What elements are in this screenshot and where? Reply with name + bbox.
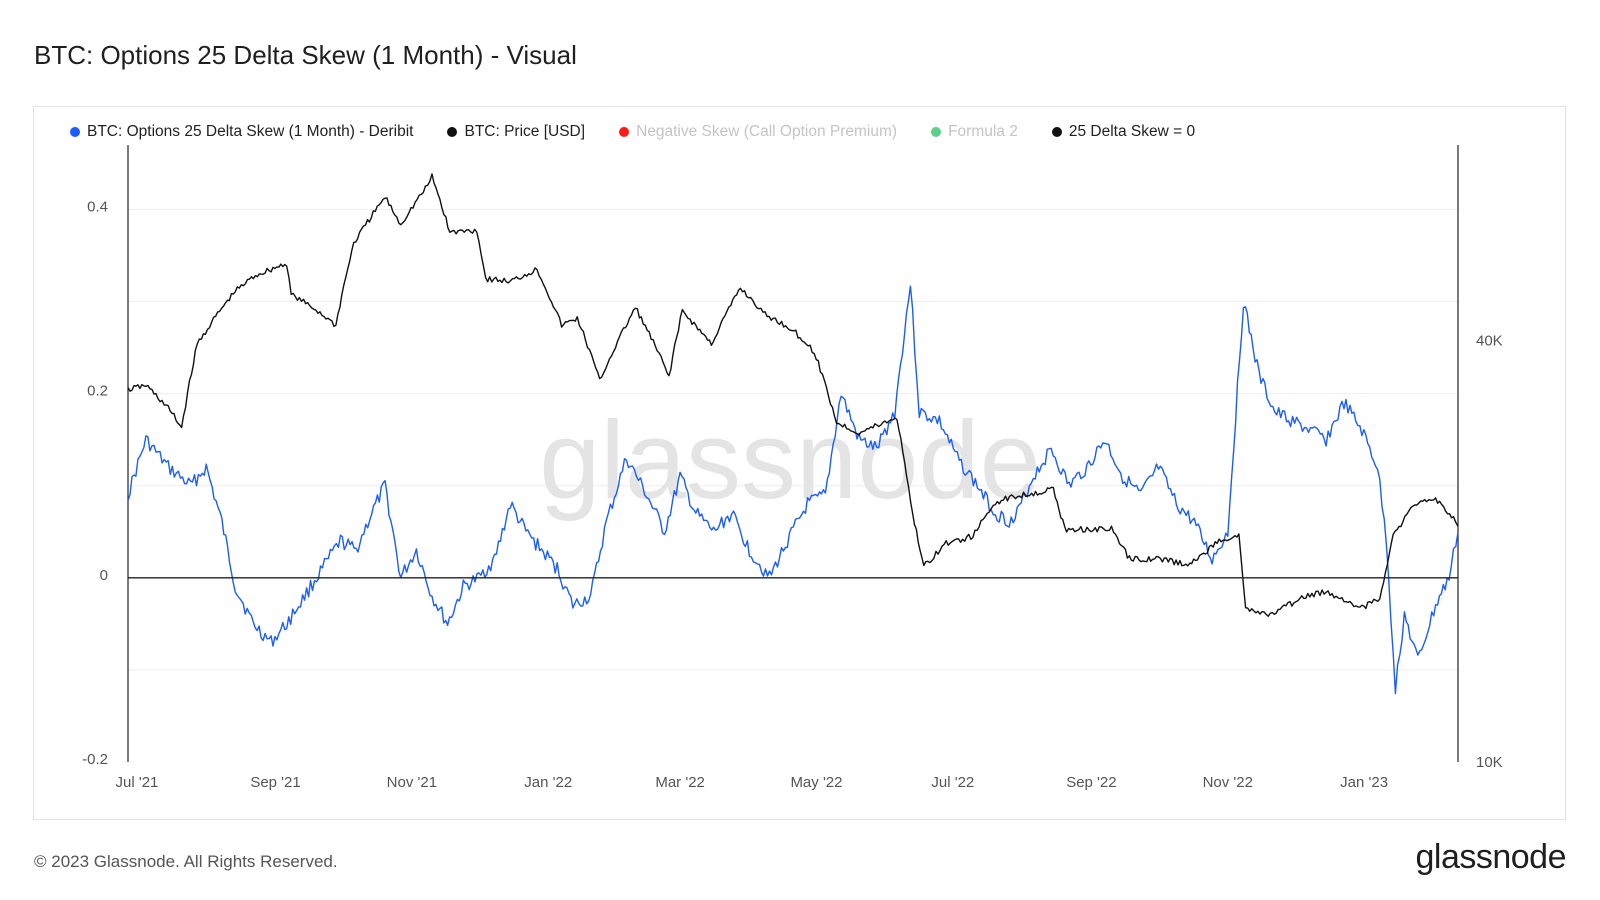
x-axis-tick-label: Jul '21 — [115, 774, 158, 791]
legend-zero-line-label: 25 Delta Skew = 0 — [1068, 123, 1196, 140]
legend-negative-skew-dot — [619, 127, 630, 137]
price-series-line — [127, 173, 1459, 617]
footer-copyright: © 2023 Glassnode. All Rights Reserved. — [34, 852, 338, 871]
ticks-layer: -0.2 0 0.2 0.4 10K 40K Jul '21 Sep '21 Nov '21 Ja… — [82, 198, 1503, 791]
legend-item-negative-skew[interactable]: Negative Skew (Call Option Premium) — [619, 123, 897, 141]
legend-skew-label: BTC: Options 25 Delta Skew (1 Month) - D… — [87, 123, 414, 140]
x-axis-tick-label: May '22 — [790, 774, 842, 791]
legend-zero-line-dot — [1051, 127, 1062, 137]
left-axis-tick-label: -0.2 — [82, 751, 108, 768]
legend-item-skew[interactable]: BTC: Options 25 Delta Skew (1 Month) - D… — [70, 123, 413, 141]
legend-item-zero-line[interactable]: 25 Delta Skew = 0 — [1051, 123, 1196, 141]
legend-formula-2-dot — [931, 127, 942, 137]
x-axis-tick-label: Sep '21 — [250, 774, 300, 791]
legend-item-price[interactable]: BTC: Price [USD] — [447, 123, 585, 141]
x-axis-tick-label: Nov '21 — [387, 774, 437, 791]
right-axis-tick-label: 40K — [1476, 332, 1503, 349]
legend-formula-2-label: Formula 2 — [948, 123, 1018, 140]
series-layer — [127, 173, 1459, 695]
left-axis-tick-label: 0.2 — [87, 383, 108, 400]
page-title: BTC: Options 25 Delta Skew (1 Month) - V… — [34, 40, 577, 70]
chart-panel — [33, 106, 1566, 820]
legend-item-formula-2[interactable]: Formula 2 — [931, 123, 1018, 141]
legend-skew-dot — [70, 127, 80, 137]
left-axis-tick-label: 0 — [100, 567, 108, 584]
x-axis-tick-label: Mar '22 — [655, 774, 705, 791]
legend-negative-skew-label: Negative Skew (Call Option Premium) — [636, 123, 898, 140]
skew-series-line — [127, 285, 1459, 695]
watermark-text: glassnode — [539, 399, 1041, 522]
left-axis-tick-label: 0.4 — [87, 198, 108, 215]
glassnode-logo: glassnode — [1415, 838, 1566, 876]
x-axis-tick-label: Jan '22 — [524, 774, 572, 791]
legend-price-dot — [447, 127, 458, 137]
x-axis-tick-label: Sep '22 — [1066, 774, 1116, 791]
right-axis-tick-label: 10K — [1476, 754, 1503, 771]
axes-layer — [127, 145, 1459, 762]
x-axis-tick-label: Jan '23 — [1340, 774, 1388, 791]
chart-legend: BTC: Options 25 Delta Skew (1 Month) - D… — [70, 121, 1229, 143]
x-axis-tick-label: Nov '22 — [1203, 774, 1253, 791]
x-axis-tick-label: Jul '22 — [931, 774, 974, 791]
legend-price-label: BTC: Price [USD] — [464, 123, 586, 140]
